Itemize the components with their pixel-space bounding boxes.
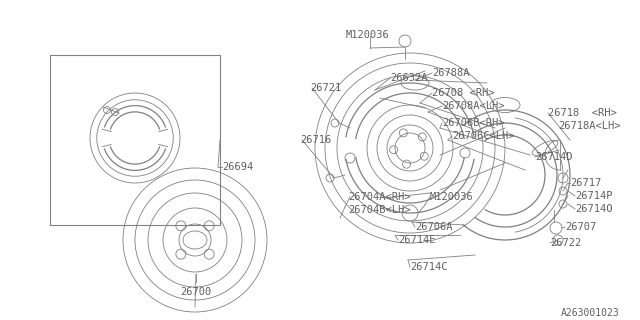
Text: 26722: 26722 [550,238,581,248]
Text: 26704B<LH>: 26704B<LH> [348,205,410,215]
Text: 26717: 26717 [570,178,601,188]
Text: 26706B<RH>: 26706B<RH> [442,118,504,128]
Text: 26788A: 26788A [432,68,470,78]
Text: M120036: M120036 [430,192,474,202]
Text: 26716: 26716 [300,135,332,145]
Text: 26632A: 26632A [390,73,428,83]
Text: 26714D: 26714D [535,152,573,162]
Text: 26714P: 26714P [575,191,612,201]
Text: 26694: 26694 [222,162,253,172]
Text: 26708 <RH>: 26708 <RH> [432,88,495,98]
Text: 26718A<LH>: 26718A<LH> [558,121,621,131]
Text: 26718  <RH>: 26718 <RH> [548,108,617,118]
Text: M120036: M120036 [346,30,390,40]
Text: A263001023: A263001023 [561,308,620,318]
Text: 26707: 26707 [565,222,596,232]
Text: 26706A: 26706A [415,222,452,232]
Bar [50,55,220,225]
Text: 26721: 26721 [310,83,341,93]
Text: 26706C<LH>: 26706C<LH> [452,131,515,141]
Text: 26714C: 26714C [410,262,447,272]
Text: 26700: 26700 [180,287,212,297]
Text: 26714E: 26714E [398,235,435,245]
Text: 26714O: 26714O [575,204,612,214]
Text: 26708A<LH>: 26708A<LH> [442,101,504,111]
Text: 26704A<RH>: 26704A<RH> [348,192,410,202]
